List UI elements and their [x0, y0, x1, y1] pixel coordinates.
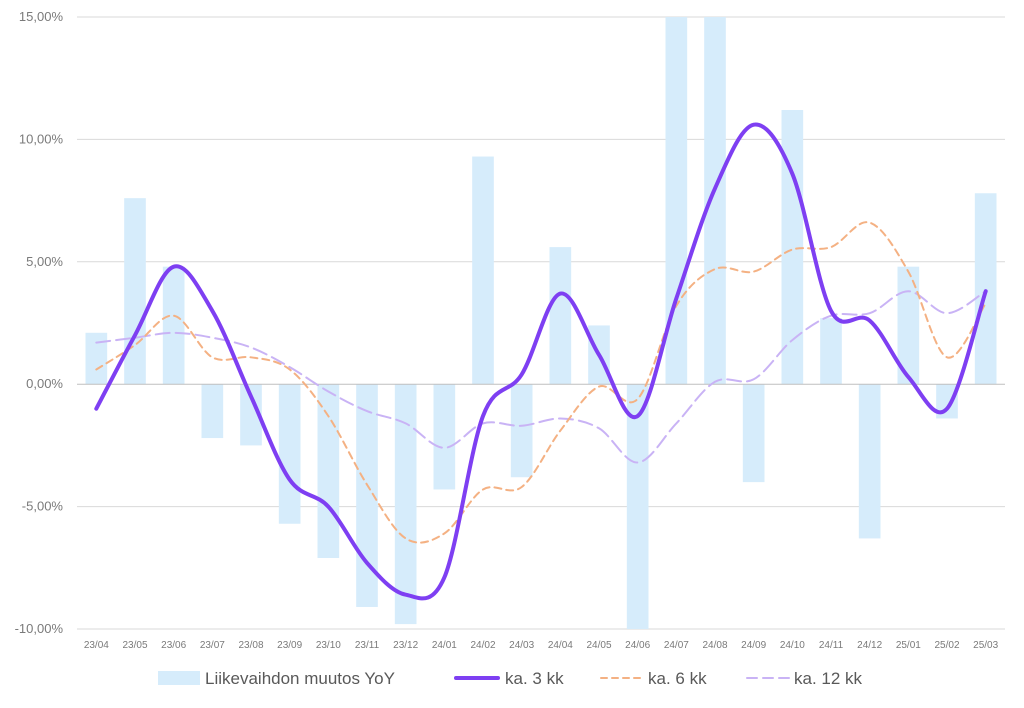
y-axis-ticks: -10,00% -5,00% 0,00% 5,00% 10,00% 15,00% — [15, 9, 64, 636]
bar — [974, 193, 997, 385]
line-series — [94, 122, 988, 601]
x-tick-label: 24/01 — [432, 640, 457, 651]
x-tick-label: 23/12 — [393, 640, 418, 651]
legend-swatch — [158, 671, 200, 685]
bar — [897, 266, 920, 385]
legend: Liikevaihdon muutos YoY ka. 3 kk ka. 6 kk k… — [158, 669, 863, 688]
bar — [549, 247, 572, 385]
x-tick-label: 24/12 — [857, 640, 882, 651]
line-ka-6-kk — [95, 221, 987, 544]
bar — [433, 384, 456, 490]
x-tick-label: 23/04 — [84, 640, 109, 651]
bar — [626, 384, 649, 629]
x-tick-label: 24/07 — [664, 640, 689, 651]
bar — [240, 384, 262, 446]
bar — [85, 332, 108, 385]
bar — [704, 17, 726, 385]
bar — [820, 318, 842, 385]
y-tick-label: 15,00% — [19, 9, 64, 24]
y-tick-label: -10,00% — [15, 621, 64, 636]
bar — [510, 384, 533, 478]
x-tick-label: 23/05 — [122, 640, 147, 651]
legend-label: ka. 3 kk — [505, 669, 564, 688]
bar-series — [85, 17, 997, 629]
bar — [201, 384, 224, 439]
bar — [665, 17, 688, 385]
x-tick-label: 24/10 — [780, 640, 805, 651]
x-tick-label: 23/09 — [277, 640, 302, 651]
x-tick-label: 25/01 — [896, 640, 921, 651]
x-axis-ticks: 23/04 23/05 23/06 23/07 23/08 23/09 23/10 23/11… — [84, 640, 999, 651]
y-tick-label: -5,00% — [22, 499, 64, 514]
grid-lines — [77, 16, 1005, 630]
x-tick-label: 24/02 — [470, 640, 495, 651]
bar — [317, 384, 340, 559]
x-tick-label: 23/06 — [161, 640, 186, 651]
bar — [124, 198, 146, 385]
bar — [162, 266, 185, 385]
bar — [472, 156, 494, 385]
bar — [394, 384, 417, 625]
x-tick-label: 24/04 — [548, 640, 573, 651]
y-tick-label: 5,00% — [26, 254, 63, 269]
bar — [742, 384, 765, 483]
line-ka-3-kk — [94, 122, 988, 601]
x-tick-label: 24/05 — [586, 640, 611, 651]
y-tick-label: 0,00% — [26, 376, 63, 391]
x-tick-label: 23/10 — [316, 640, 341, 651]
x-tick-label: 24/09 — [741, 640, 766, 651]
x-tick-label: 25/03 — [973, 640, 998, 651]
bar — [858, 384, 881, 539]
bar — [936, 384, 958, 419]
line-ka-12-kk — [95, 290, 987, 464]
legend-label: Liikevaihdon muutos YoY — [205, 669, 395, 688]
x-tick-label: 23/08 — [238, 640, 263, 651]
x-tick-label: 24/08 — [702, 640, 727, 651]
x-tick-label: 23/07 — [200, 640, 225, 651]
bar — [781, 110, 804, 385]
bar — [278, 384, 301, 524]
x-tick-label: 24/06 — [625, 640, 650, 651]
legend-label: ka. 6 kk — [648, 669, 707, 688]
bar — [356, 384, 378, 607]
legend-label: ka. 12 kk — [794, 669, 863, 688]
x-tick-label: 23/11 — [355, 640, 380, 651]
y-tick-label: 10,00% — [19, 131, 64, 146]
x-tick-label: 25/02 — [934, 640, 959, 651]
x-tick-label: 24/03 — [509, 640, 534, 651]
x-tick-label: 24/11 — [819, 640, 844, 651]
